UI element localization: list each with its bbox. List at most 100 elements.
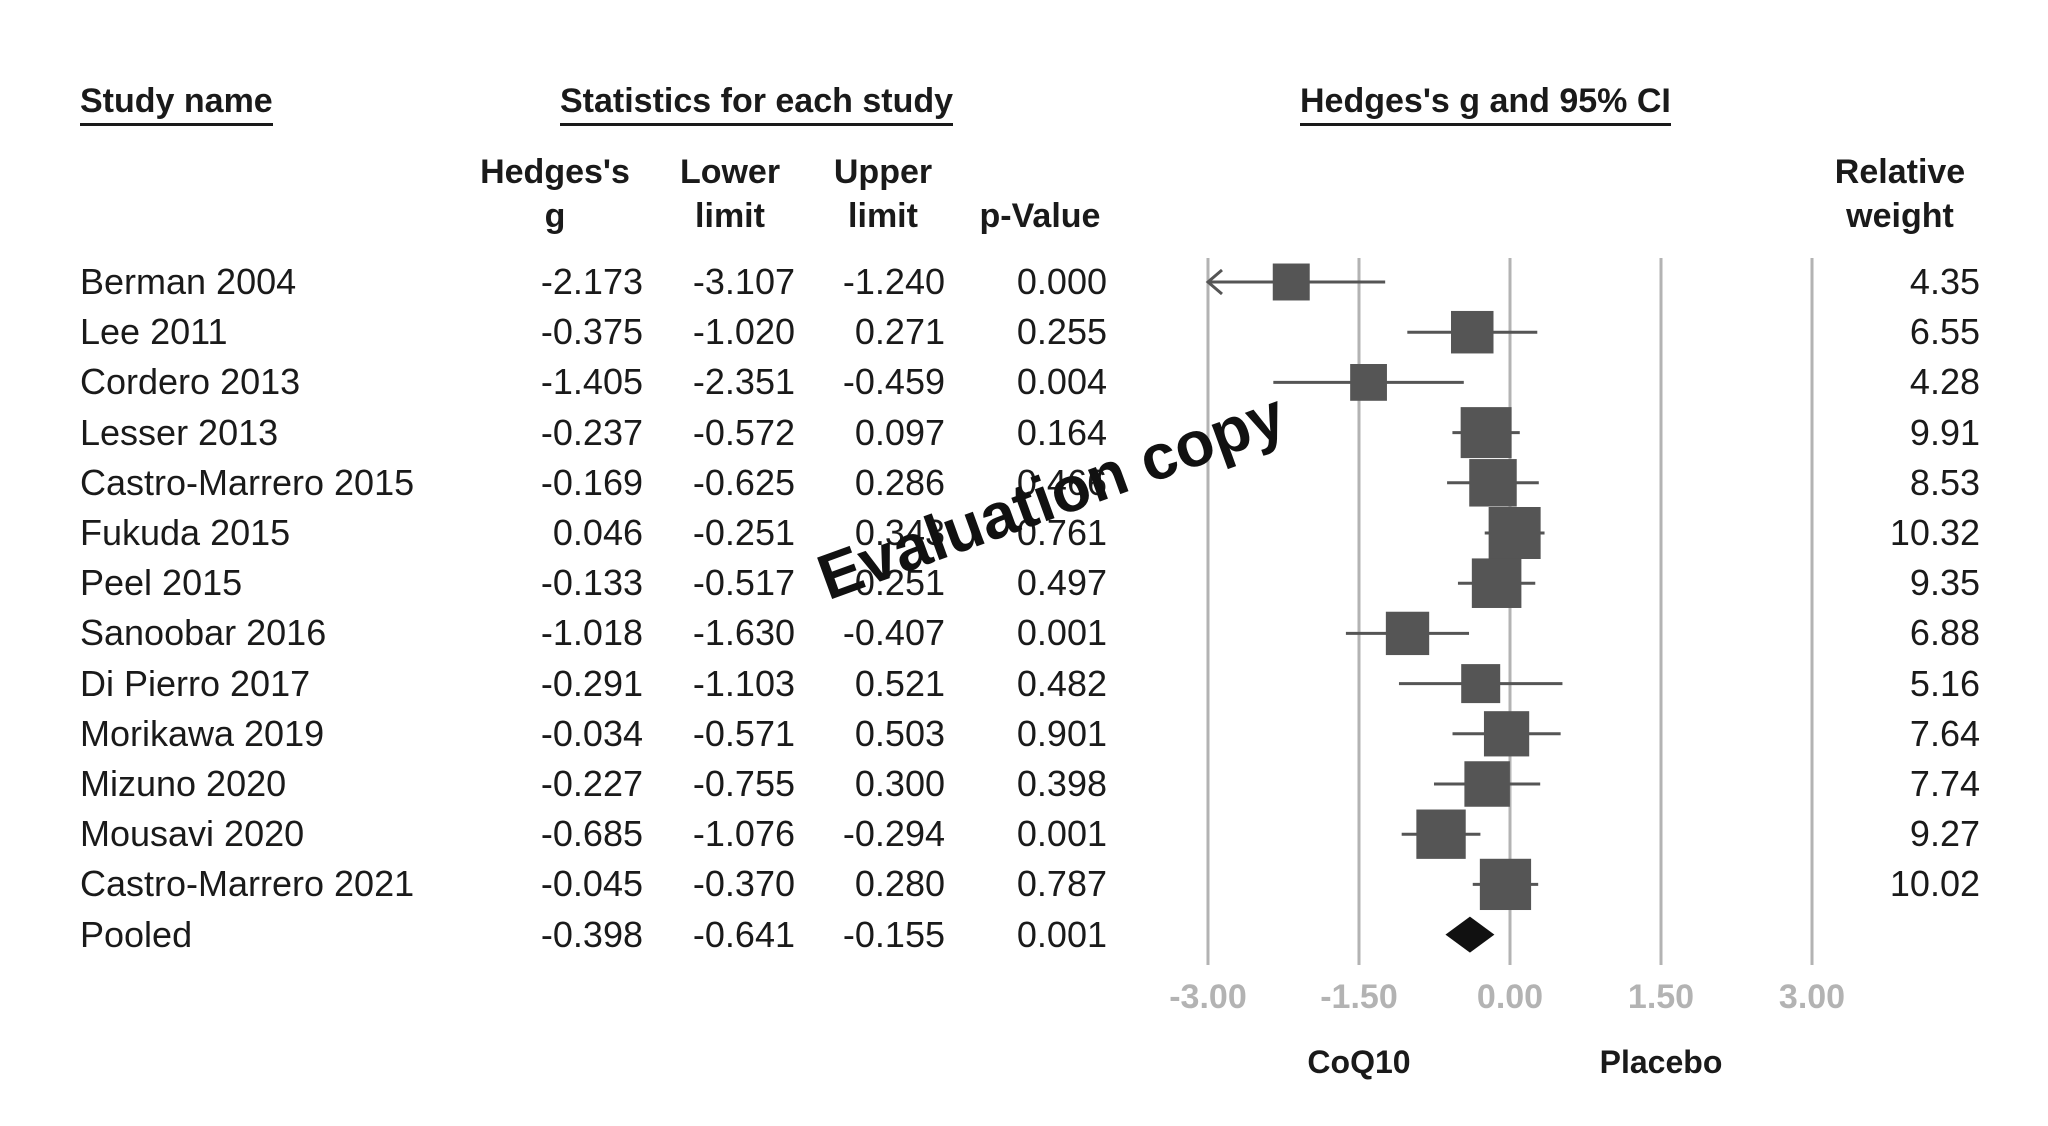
hedges-g-value: -0.398 [540, 913, 643, 955]
relative-weight: 4.35 [1909, 261, 1980, 302]
lower-limit-value: -3.107 [692, 261, 795, 302]
hedges-g-value: -0.375 [540, 311, 643, 353]
lower-limit-value: -0.755 [692, 763, 795, 804]
col-weight-header-line1: Relative [1834, 153, 1966, 191]
x-tick-label: 1.50 [1628, 978, 1694, 1016]
hedges-g-value: -0.034 [540, 712, 643, 754]
study-marker [1483, 711, 1530, 757]
study-marker [1350, 364, 1387, 401]
study-name: Fukuda 2015 [80, 512, 291, 553]
col-upper-header-line1: Upper [833, 153, 933, 191]
study-marker [1469, 459, 1517, 507]
study-name: Lesser 2013 [80, 411, 279, 453]
lower-limit-value: -1.630 [692, 612, 795, 654]
upper-limit-value: 0.280 [854, 863, 945, 905]
relative-weight: 7.74 [1909, 763, 1980, 804]
lower-limit-value: -1.020 [692, 311, 795, 353]
col-g-header-line1: Hedges's [480, 153, 630, 191]
col-lower-header: Lower limit [665, 150, 795, 238]
p-value: 0.004 [1016, 361, 1107, 403]
upper-limit-value: 0.286 [854, 461, 945, 503]
hedges-g-value: -1.405 [540, 361, 643, 403]
statistics-header: Statistics for each study [560, 82, 954, 126]
p-value: 0.000 [1016, 261, 1107, 302]
hedges-g-value: -0.169 [540, 461, 643, 503]
study-marker [1385, 611, 1430, 656]
relative-weight: 9.27 [1909, 813, 1980, 855]
study-name: Di Pierro 2017 [80, 662, 311, 704]
lower-limit-value: -0.571 [692, 712, 795, 754]
pooled-diamond [1445, 916, 1495, 953]
p-value: 0.001 [1016, 913, 1107, 955]
relative-weight: 10.32 [1889, 512, 1980, 553]
lower-limit-value: -0.572 [692, 411, 795, 453]
study-name: Berman 2004 [80, 261, 297, 302]
plot-title: Hedges's g and 95% CI [1300, 82, 1671, 126]
relative-weight: 10.02 [1889, 863, 1980, 905]
upper-limit-value: 0.521 [854, 662, 945, 704]
upper-limit-value: -0.459 [842, 361, 945, 403]
p-value: 0.164 [1016, 411, 1107, 453]
study-name: Peel 2015 [80, 562, 243, 604]
study-marker [1488, 507, 1541, 559]
study-marker [1471, 558, 1522, 608]
col-g-header-line2: g [544, 197, 566, 235]
hedges-g-value: -0.133 [540, 562, 643, 604]
study-name: Castro-Marrero 2021 [80, 863, 415, 905]
lower-limit-value: -0.641 [692, 913, 795, 955]
study-name: Castro-Marrero 2015 [80, 461, 415, 503]
relative-weight: 9.35 [1909, 562, 1980, 604]
col-weight-header-line2: weight [1846, 197, 1954, 235]
hedges-g-value: -0.237 [540, 411, 643, 453]
lower-limit-value: -0.625 [692, 461, 795, 503]
col-lower-header-line1: Lower [679, 153, 781, 191]
study-marker [1416, 809, 1466, 859]
study-name: Lee 2011 [80, 311, 228, 353]
relative-weight: 6.55 [1909, 311, 1980, 353]
upper-limit-value: 0.300 [854, 763, 945, 804]
relative-weight: 9.91 [1909, 411, 1980, 453]
study-name: Morikawa 2019 [80, 712, 325, 754]
study-marker [1272, 263, 1310, 301]
x-tick-label: 3.00 [1779, 978, 1845, 1016]
lower-limit-value: -0.370 [692, 863, 795, 905]
relative-weight: 8.53 [1909, 461, 1980, 503]
study-marker [1450, 310, 1494, 354]
p-value: 0.787 [1016, 863, 1107, 905]
col-lower-header-line2: limit [695, 197, 765, 235]
p-value: 0.001 [1016, 813, 1107, 855]
upper-limit-value: 0.503 [854, 712, 945, 754]
lower-limit-value: -2.351 [692, 361, 795, 403]
col-upper-header: Upper limit [818, 150, 948, 238]
x-tick-label: 0.00 [1477, 978, 1543, 1016]
lower-limit-value: -1.076 [692, 813, 795, 855]
relative-weight: 4.28 [1909, 361, 1980, 403]
upper-limit-value: 0.097 [854, 411, 945, 453]
ci-arrow [1205, 268, 1223, 296]
upper-limit-value: 0.271 [854, 311, 945, 353]
study-name: Mizuno 2020 [80, 763, 287, 804]
lower-limit-value: -0.517 [692, 562, 795, 604]
hedges-g-value: -0.227 [540, 763, 643, 804]
col-g-header: Hedges's g [460, 150, 650, 238]
hedges-g-value: -1.018 [540, 612, 643, 654]
col-upper-header-line2: limit [848, 197, 918, 235]
hedges-g-value: -0.685 [540, 813, 643, 855]
hedges-g-value: 0.046 [552, 512, 643, 553]
upper-limit-value: -0.155 [842, 913, 945, 955]
study-name: Mousavi 2020 [80, 813, 305, 855]
upper-limit-value: 0.251 [854, 562, 945, 604]
hedges-g-value: -0.045 [540, 863, 643, 905]
col-p-header: p-Value [979, 197, 1101, 235]
study-name: Pooled [80, 913, 193, 955]
p-value: 0.466 [1016, 461, 1107, 503]
upper-limit-value: -0.407 [842, 612, 945, 654]
study-name: Sanoobar 2016 [80, 612, 327, 654]
p-value: 0.497 [1016, 562, 1107, 604]
p-value: 0.255 [1016, 311, 1107, 353]
x-tick-label: -1.50 [1320, 978, 1398, 1016]
relative-weight: 6.88 [1909, 612, 1980, 654]
study-marker [1460, 407, 1512, 459]
upper-limit-value: -1.240 [842, 261, 945, 302]
